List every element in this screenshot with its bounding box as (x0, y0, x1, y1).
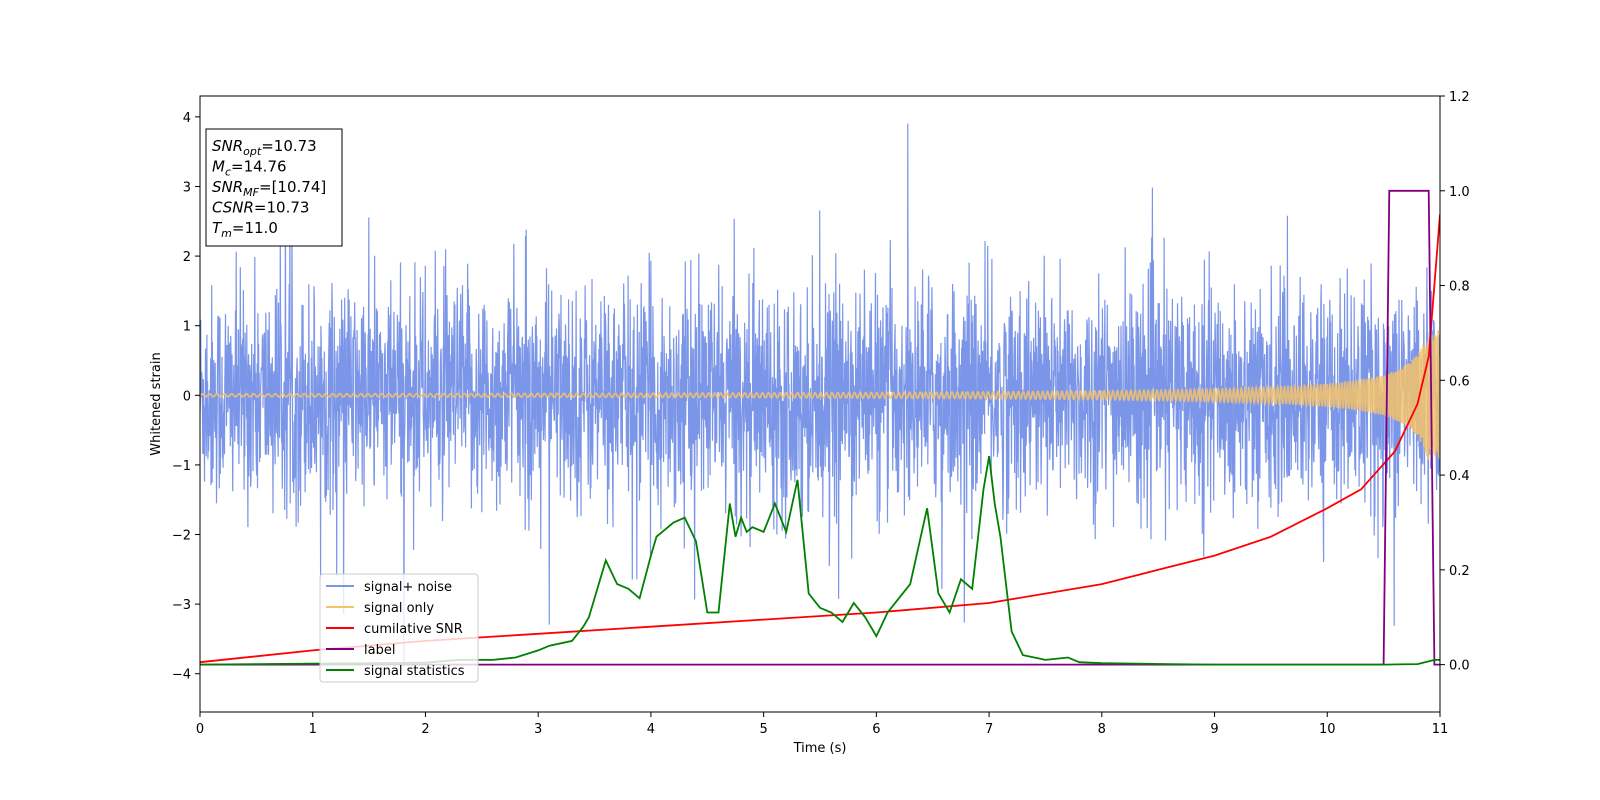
x-tick-label: 3 (534, 722, 542, 737)
x-axis-label: Time (s) (793, 741, 847, 756)
annotation-symbol: SNR (212, 178, 243, 196)
annotation-subscript: c (225, 166, 231, 179)
legend-label: cumilative SNR (364, 622, 463, 637)
y-tick-label: 3 (183, 180, 191, 195)
annotation-value: =10.73 (261, 137, 317, 155)
series-line-1 (200, 330, 1440, 461)
plot-frame (199, 95, 1441, 713)
annotation-line: SNRopt=10.73 (212, 137, 317, 158)
y-tick-label: 0 (183, 389, 191, 404)
annotation-line: SNRMF=[10.74] (212, 178, 326, 199)
y2-tick-label: 0.4 (1449, 469, 1470, 484)
legend-label: signal+ noise (364, 580, 452, 595)
y2-tick-label: 0.6 (1449, 374, 1470, 389)
y2-tick-label: 0.2 (1449, 564, 1470, 579)
x-tick-label: 11 (1432, 722, 1449, 737)
x-tick-label: 8 (1098, 722, 1106, 737)
y-tick-label: −4 (172, 668, 191, 683)
x-tick-label: 7 (985, 722, 993, 737)
annotation-symbol: CSNR (212, 199, 254, 217)
x-tick-label: 2 (421, 722, 429, 737)
y-tick-label: 4 (183, 111, 191, 126)
x-tick-label: 4 (647, 722, 655, 737)
annotation-line: Mc=14.76 (212, 158, 287, 179)
annotation-frame (205, 128, 343, 247)
y-tick-label: −3 (172, 598, 191, 613)
y-tick-label: 1 (183, 320, 191, 335)
y2-tick-label: 1.2 (1449, 90, 1470, 105)
annotation-subscript: m (221, 227, 232, 240)
annotation-subscript: MF (243, 186, 259, 199)
y-tick-label: 2 (183, 250, 191, 265)
x-tick-label: 10 (1319, 722, 1336, 737)
annotation-symbol: SNR (212, 137, 243, 155)
annotation-subscript: opt (243, 145, 262, 158)
series-line-2 (200, 214, 1440, 664)
legend-label: label (364, 643, 395, 658)
legend-frame (319, 573, 479, 683)
y-tick-label: −2 (172, 529, 191, 544)
x-tick-label: 0 (196, 722, 204, 737)
y-tick-label: −1 (172, 459, 191, 474)
annotation-symbol: T (212, 219, 223, 237)
annotation-value: =10.73 (254, 199, 310, 217)
series-line-0 (200, 123, 1440, 667)
y2-tick-label: 0.0 (1449, 659, 1470, 674)
y2-tick-label: 0.8 (1449, 280, 1470, 295)
annotation-box: SNRopt=10.73Mc=14.76SNRMF=[10.74]CSNR=10… (205, 128, 343, 247)
legend-label: signal only (364, 601, 434, 616)
annotation-line: CSNR=10.73 (212, 199, 309, 217)
y2-tick-label: 1.0 (1449, 185, 1470, 200)
annotation-value: =14.76 (231, 158, 287, 176)
x-tick-label: 9 (1210, 722, 1218, 737)
annotation-symbol: M (212, 158, 225, 176)
legend-label: signal statistics (364, 664, 465, 679)
annotation-value: =[10.74] (259, 178, 326, 196)
x-tick-label: 6 (872, 722, 880, 737)
legend: signal+ noise signal only cumilative SNR la… (319, 573, 479, 683)
annotation-line: Tm=11.0 (212, 219, 278, 240)
annotation-value: =11.0 (232, 219, 278, 237)
x-tick-label: 5 (759, 722, 767, 737)
series-line-4 (200, 455, 1440, 666)
x-tick-label: 1 (309, 722, 317, 737)
y-axis-label: Whitened strain (149, 352, 164, 455)
